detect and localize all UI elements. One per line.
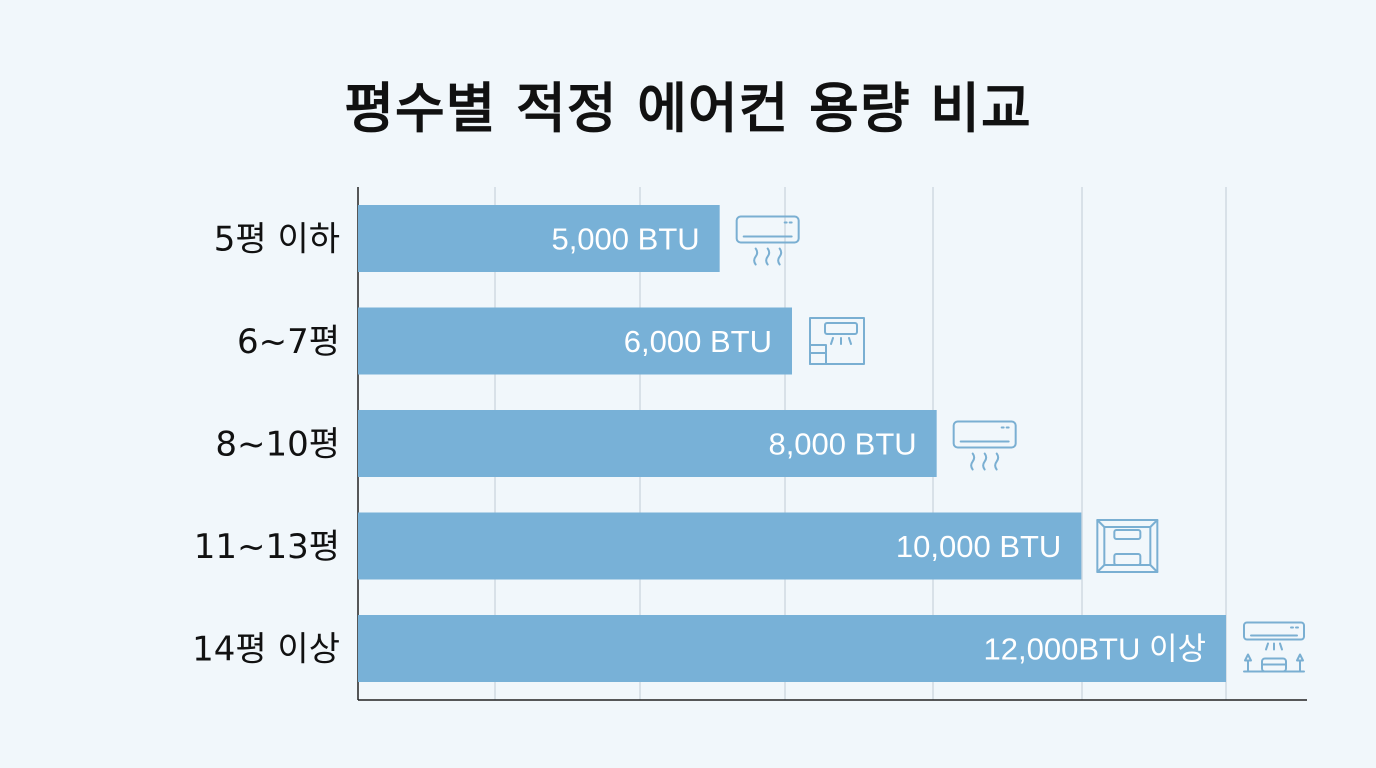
bar (358, 615, 1226, 682)
data-label: 12,000BTU 이상 (984, 632, 1206, 667)
category-label: 8~10평 (215, 425, 340, 465)
chart-title: 평수별 적정 에어컨 용량 비교 (344, 77, 1032, 140)
category-label: 6~7평 (237, 322, 340, 362)
category-label: 14평 이상 (192, 630, 340, 670)
bar (358, 205, 720, 272)
wall-ac-icon (952, 420, 1017, 471)
data-label: 5,000 BTU (551, 222, 699, 257)
wall-ac-icon (735, 215, 800, 266)
data-label: 8,000 BTU (768, 427, 916, 462)
bar (358, 512, 1082, 580)
room-box-icon (1096, 519, 1159, 573)
data-label: 6,000 BTU (624, 324, 772, 359)
category-label: 11~13평 (194, 527, 340, 567)
room-ac-icon (809, 317, 865, 365)
bar (358, 307, 792, 375)
living-room-ac-icon (1243, 621, 1305, 673)
bar (358, 410, 937, 477)
category-label: 5평 이하 (214, 220, 340, 260)
data-label: 10,000 BTU (896, 529, 1061, 564)
